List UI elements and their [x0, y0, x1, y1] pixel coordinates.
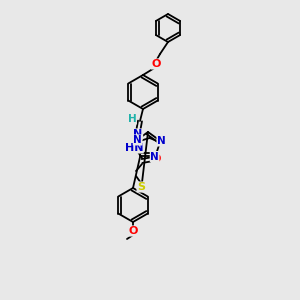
Text: N: N — [150, 152, 159, 161]
Text: O: O — [151, 59, 161, 69]
Text: O: O — [128, 226, 138, 236]
Text: S: S — [137, 182, 145, 192]
Text: N: N — [134, 129, 142, 139]
Text: HN: HN — [125, 143, 143, 153]
Text: N: N — [157, 136, 166, 146]
Text: H: H — [128, 114, 136, 124]
Text: N: N — [133, 135, 142, 145]
Text: O: O — [151, 154, 161, 164]
